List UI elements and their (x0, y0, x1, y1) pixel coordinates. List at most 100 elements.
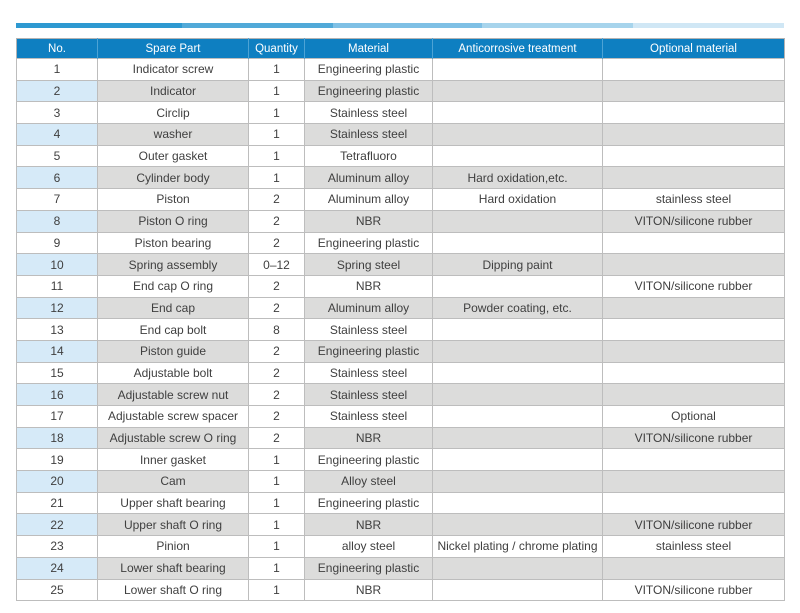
cell-no: 20 (16, 470, 98, 493)
cell-material: Engineering plastic (304, 79, 433, 103)
table-row: 5 Outer gasket 1 Tetrafluoro (16, 144, 785, 168)
cell-no: 25 (16, 578, 98, 602)
cell-quantity: 8 (248, 318, 305, 341)
cell-no: 22 (16, 513, 98, 537)
cell-no: 17 (16, 405, 98, 428)
cell-quantity: 2 (248, 339, 305, 363)
table-row: 2 Indicator 1 Engineering plastic (16, 79, 785, 103)
cell-anticorrosive-treatment: Dipping paint (432, 253, 603, 276)
cell-spare-part: washer (97, 123, 249, 146)
cell-anticorrosive-treatment (432, 491, 603, 515)
cell-quantity: 2 (248, 296, 305, 320)
cell-quantity: 0–12 (248, 253, 305, 276)
cell-optional-material (602, 296, 785, 320)
cell-quantity: 1 (248, 166, 305, 190)
cell-spare-part: Piston (97, 188, 249, 211)
column-header-optional-material: Optional material (602, 38, 785, 59)
cell-spare-part: Lower shaft bearing (97, 556, 249, 580)
cell-spare-part: Upper shaft bearing (97, 491, 249, 515)
cell-spare-part: End cap bolt (97, 318, 249, 341)
decorative-gradient-bar (16, 23, 784, 28)
cell-anticorrosive-treatment (432, 556, 603, 580)
cell-no: 6 (16, 166, 98, 190)
cell-quantity: 1 (248, 123, 305, 146)
cell-material: Stainless steel (304, 361, 433, 385)
cell-quantity: 1 (248, 535, 305, 558)
cell-quantity: 1 (248, 470, 305, 493)
table-row: 3 Circlip 1 Stainless steel (16, 101, 785, 125)
cell-no: 24 (16, 556, 98, 580)
cell-spare-part: Cam (97, 470, 249, 493)
cell-optional-material: VITON/silicone rubber (602, 209, 785, 233)
cell-no: 19 (16, 448, 98, 472)
cell-material: NBR (304, 578, 433, 602)
cell-anticorrosive-treatment (432, 383, 603, 406)
gradient-segment-1 (16, 23, 182, 28)
table-row: 25 Lower shaft O ring 1 NBR VITON/silicone r… (16, 578, 785, 602)
cell-material: Engineering plastic (304, 58, 433, 81)
cell-material: Stainless steel (304, 405, 433, 428)
table-row: 4 washer 1 Stainless steel (16, 123, 785, 146)
cell-material: Engineering plastic (304, 491, 433, 515)
cell-optional-material: stainless steel (602, 535, 785, 558)
cell-quantity: 1 (248, 491, 305, 515)
cell-anticorrosive-treatment (432, 209, 603, 233)
column-header-material: Material (304, 38, 433, 59)
cell-no: 12 (16, 296, 98, 320)
cell-optional-material: VITON/silicone rubber (602, 513, 785, 537)
cell-quantity: 2 (248, 383, 305, 406)
cell-optional-material (602, 58, 785, 81)
cell-optional-material (602, 470, 785, 493)
table-row: 21 Upper shaft bearing 1 Engineering plasti… (16, 491, 785, 515)
cell-optional-material: VITON/silicone rubber (602, 274, 785, 298)
cell-quantity: 2 (248, 426, 305, 450)
cell-anticorrosive-treatment (432, 470, 603, 493)
cell-anticorrosive-treatment (432, 274, 603, 298)
cell-quantity: 1 (248, 58, 305, 81)
cell-spare-part: Spring assembly (97, 253, 249, 276)
table-row: 10 Spring assembly 0–12 Spring steel Dipping… (16, 253, 785, 276)
cell-spare-part: Cylinder body (97, 166, 249, 190)
cell-quantity: 1 (248, 513, 305, 537)
cell-material: Stainless steel (304, 383, 433, 406)
cell-spare-part: Circlip (97, 101, 249, 125)
cell-anticorrosive-treatment (432, 318, 603, 341)
cell-spare-part: Piston bearing (97, 231, 249, 255)
cell-optional-material (602, 166, 785, 190)
cell-optional-material (602, 556, 785, 580)
cell-spare-part: End cap (97, 296, 249, 320)
table-row: 16 Adjustable screw nut 2 Stainless steel (16, 383, 785, 406)
cell-no: 15 (16, 361, 98, 385)
cell-material: Engineering plastic (304, 339, 433, 363)
cell-no: 11 (16, 274, 98, 298)
table-row: 14 Piston guide 2 Engineering plastic (16, 339, 785, 363)
table-row: 17 Adjustable screw spacer 2 Stainless stee… (16, 405, 785, 428)
cell-no: 13 (16, 318, 98, 341)
column-header-spare-part: Spare Part (97, 38, 249, 59)
cell-quantity: 1 (248, 556, 305, 580)
cell-no: 4 (16, 123, 98, 146)
cell-spare-part: Lower shaft O ring (97, 578, 249, 602)
cell-no: 18 (16, 426, 98, 450)
cell-material: Spring steel (304, 253, 433, 276)
cell-optional-material: stainless steel (602, 188, 785, 211)
cell-material: Engineering plastic (304, 448, 433, 472)
table-row: 9 Piston bearing 2 Engineering plastic (16, 231, 785, 255)
cell-no: 9 (16, 231, 98, 255)
gradient-segment-4 (482, 23, 633, 28)
table-row: 13 End cap bolt 8 Stainless steel (16, 318, 785, 341)
cell-anticorrosive-treatment: Nickel plating / chrome plating (432, 535, 603, 558)
cell-material: Engineering plastic (304, 231, 433, 255)
table-row: 12 End cap 2 Aluminum alloy Powder coating, … (16, 296, 785, 320)
table-row: 6 Cylinder body 1 Aluminum alloy Hard oxidat… (16, 166, 785, 190)
cell-no: 5 (16, 144, 98, 168)
table-row: 18 Adjustable screw O ring 2 NBR VITON/silic… (16, 426, 785, 450)
gradient-segment-2 (182, 23, 333, 28)
table-row: 22 Upper shaft O ring 1 NBR VITON/silicone r… (16, 513, 785, 537)
cell-anticorrosive-treatment (432, 339, 603, 363)
table-header-row: No. Spare Part Quantity Material Anticorrosi… (16, 38, 785, 59)
cell-spare-part: Indicator (97, 79, 249, 103)
cell-optional-material: Optional (602, 405, 785, 428)
cell-quantity: 1 (248, 578, 305, 602)
cell-anticorrosive-treatment: Hard oxidation,etc. (432, 166, 603, 190)
